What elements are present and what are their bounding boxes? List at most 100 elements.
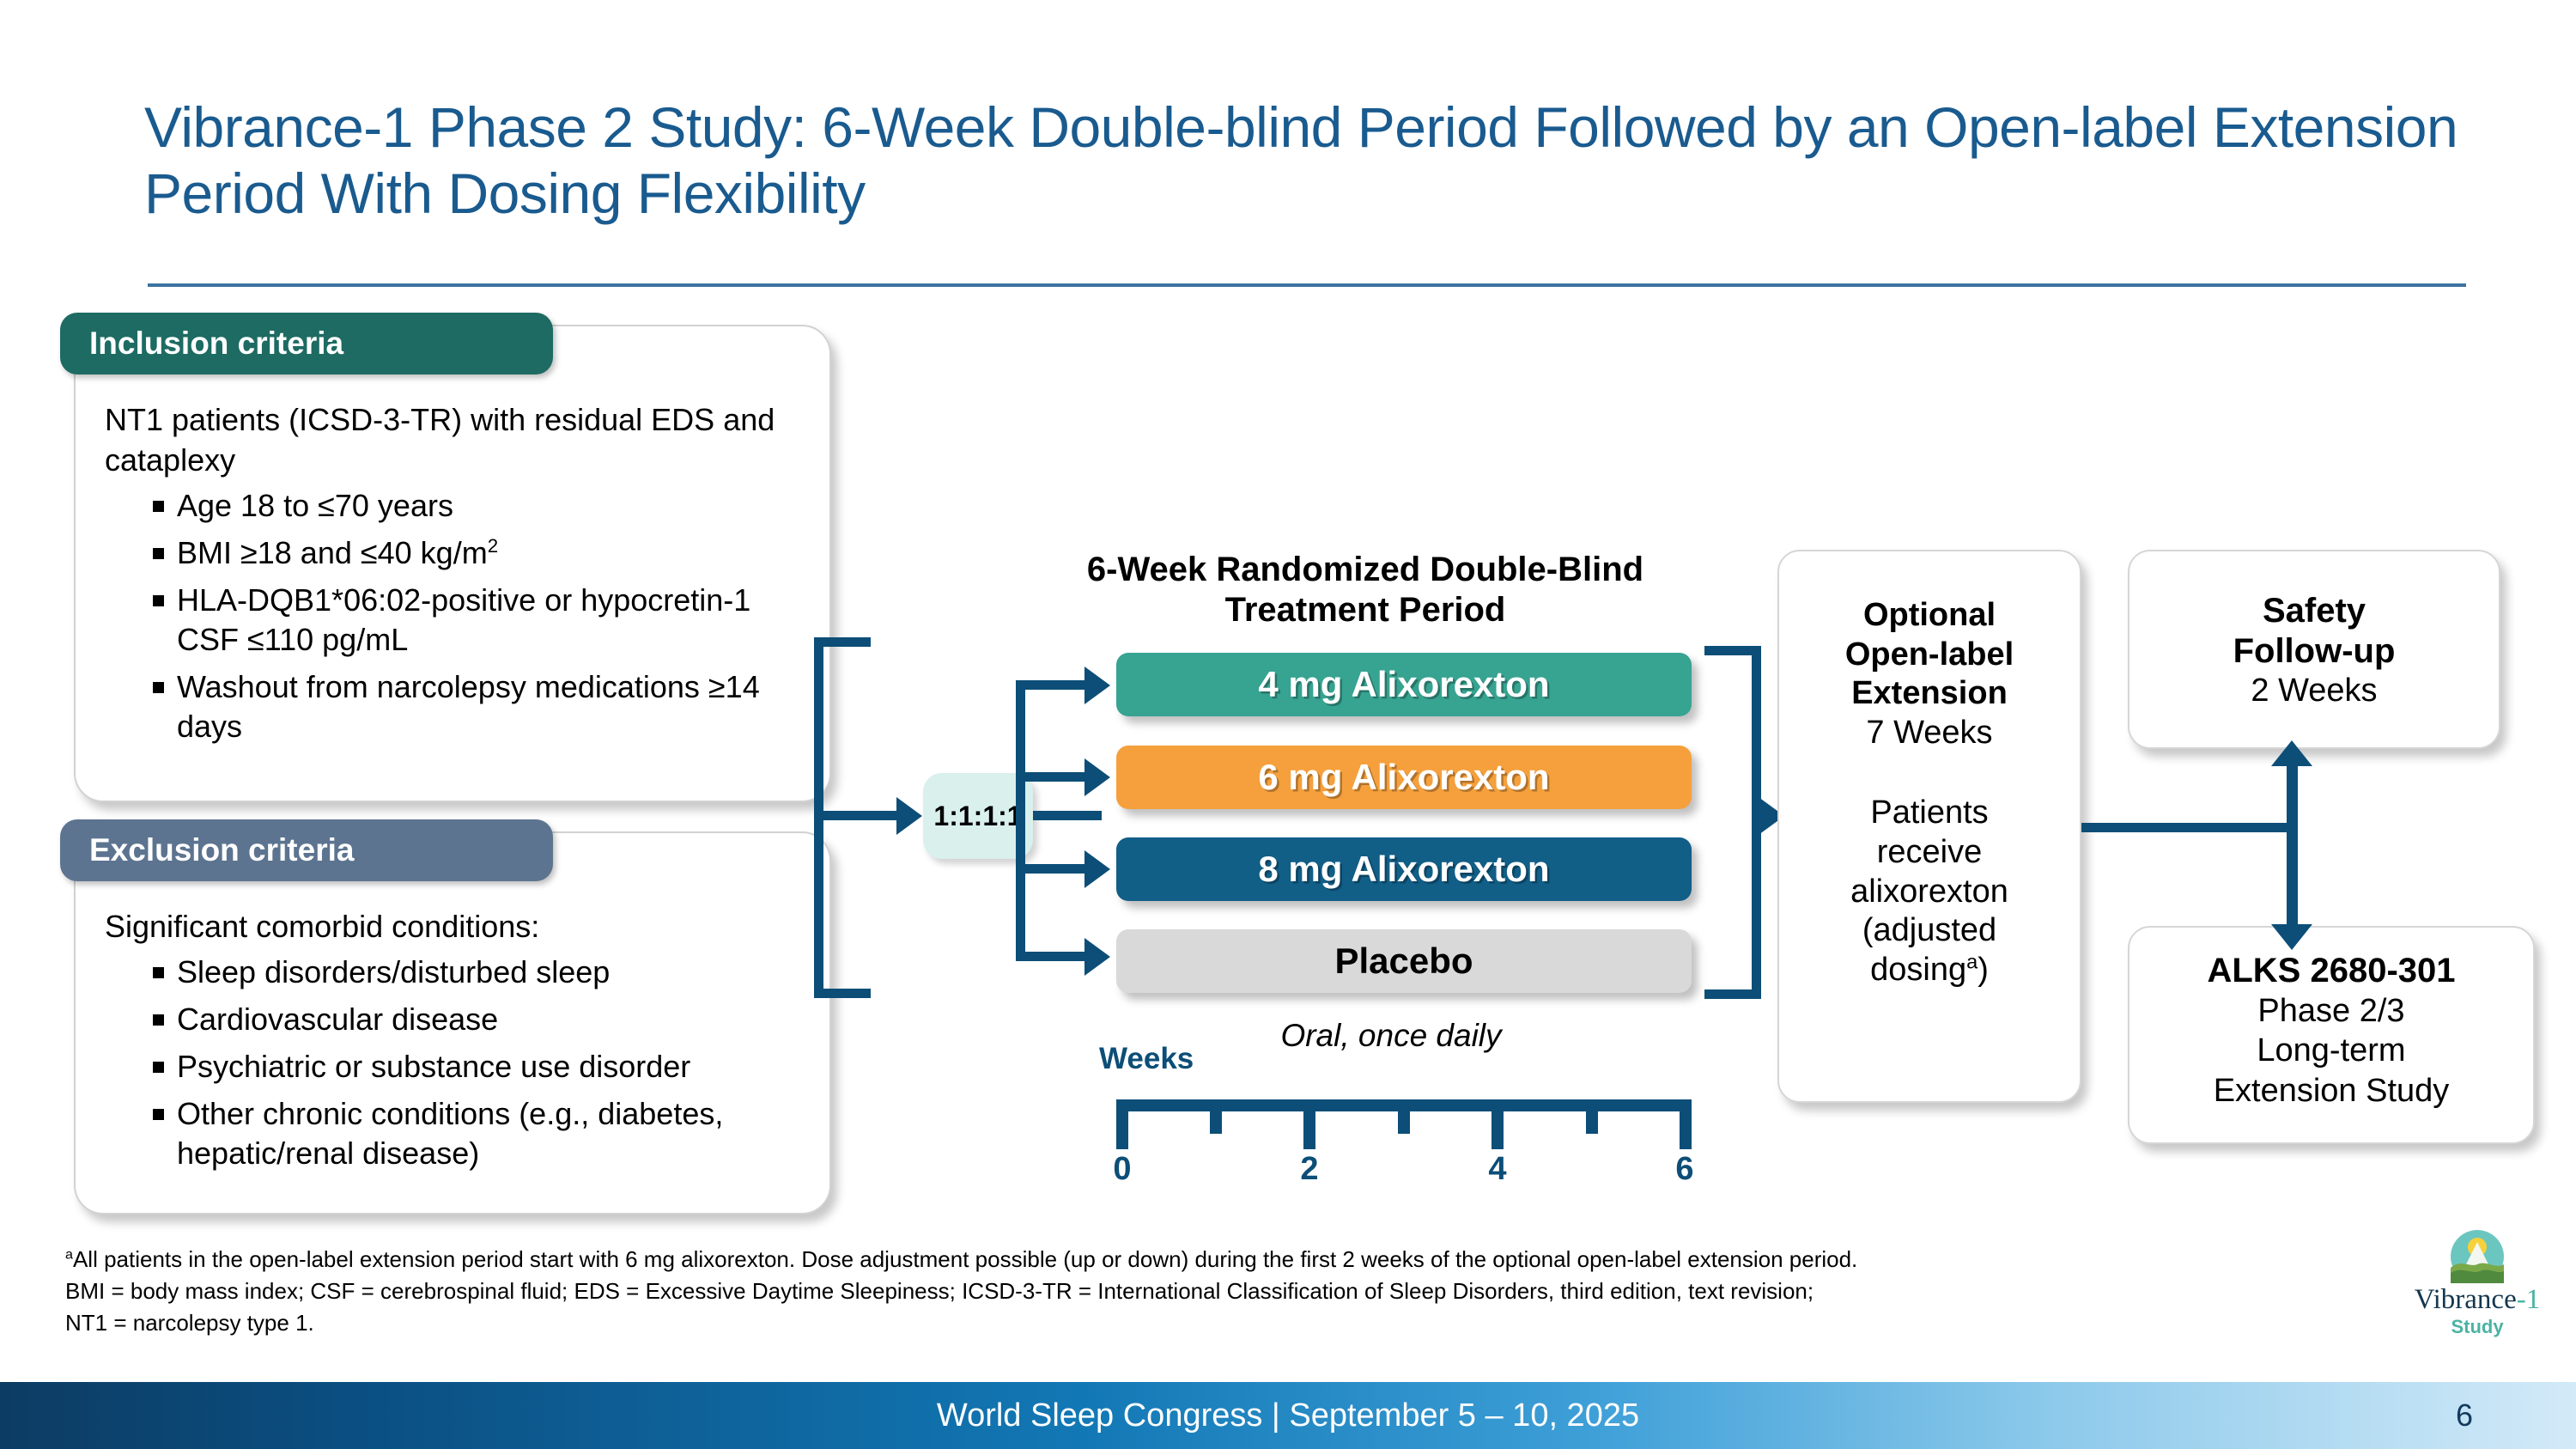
axis-tick-5 [1586,1111,1598,1134]
ole-title-line3: Extension [1851,675,2008,712]
connector-fan-vertical [1016,680,1025,961]
open-label-extension-box: Optional Open-label Extension 7 Weeks Pa… [1777,550,2081,1103]
alks-study-id: ALKS 2680-301 [2207,952,2456,989]
footnote-line-1: aAll patients in the open-label extensio… [65,1244,2298,1275]
ole-body-line4: (adjusted [1862,912,1997,949]
inclusion-item-1-label: BMI ≥18 and ≤40 kg/m [177,534,488,570]
alks-line3: Extension Study [2213,1072,2450,1109]
connector-ole-out [2081,823,2296,832]
randomization-ratio-label: 1:1:1:1 [933,800,1023,831]
vibrance-logo-suffix: -1 [2516,1284,2541,1315]
vibrance-logo-wordmark: Vibrance-1 [2396,1286,2559,1314]
list-item: Age 18 to ≤70 years [151,486,807,526]
exclusion-criteria-header-label: Exclusion criteria [89,832,355,868]
axis-tick-label-0: 0 [1113,1151,1132,1187]
treatment-arm-placebo: Placebo [1116,929,1692,993]
arrow-arm-1-icon [1084,758,1110,796]
treatment-arm-4mg-label: 4 mg Alixorexton [1258,664,1550,704]
connector-arms-merge-vertical [1752,646,1761,999]
footnote-line-3: NT1 = narcolepsy type 1. [65,1309,314,1336]
inclusion-criteria-card: Inclusion criteria NT1 patients (ICSD-3-… [60,313,831,802]
treatment-period-title-line1: 6-Week Randomized Double-Blind [1086,551,1644,588]
inclusion-lead-text: NT1 patients (ICSD-3-TR) with residual E… [105,402,775,478]
connector-exclusion-stub [814,989,871,998]
treatment-arm-8mg: 8 mg Alixorexton [1116,837,1692,901]
inclusion-criteria-header: Inclusion criteria [60,313,553,374]
treatment-arm-4mg: 4 mg Alixorexton [1116,653,1692,716]
safety-duration: 2 Weeks [2251,673,2378,709]
vibrance-logo-subtitle: Study [2451,1316,2504,1337]
connector-inclusion-stub [814,637,871,647]
connector-split-vertical [2287,764,2298,928]
treatment-period-title-line2: Treatment Period [1224,591,1506,630]
title-underline [148,283,2466,287]
exclusion-item-3-label: Other chronic conditions (e.g., diabetes… [177,1096,724,1172]
treatment-period-title: 6-Week Randomized Double-Blind Treatment… [1022,550,1709,630]
list-item: Sleep disorders/disturbed sleep [151,953,807,992]
treatment-arm-8mg-label: 8 mg Alixorexton [1258,849,1550,889]
axis-tick-3 [1398,1111,1410,1134]
inclusion-item-3-label: Washout from narcolepsy medications ≥14 … [177,668,760,744]
randomization-ratio-box: 1:1:1:1 [923,773,1033,859]
alks-line2: Long-term [2257,1032,2406,1069]
connector-rand-out [1033,811,1102,820]
list-item: HLA-DQB1*06:02-positive or hypocretin-1 … [151,581,807,660]
axis-tick-label-4: 4 [1488,1151,1507,1187]
connector-arm-2-stub [1016,864,1086,874]
axis-tick-6 [1680,1111,1692,1149]
connector-arm-0-stub [1016,680,1086,690]
long-term-extension-box: ALKS 2680-301 Phase 2/3 Long-term Extens… [2128,926,2535,1144]
exclusion-criteria-header: Exclusion criteria [60,819,553,881]
exclusion-bullet-list: Sleep disorders/disturbed sleep Cardiova… [105,953,807,1173]
safety-title-line1: Safety [2262,592,2366,630]
ole-body-line1: Patients [1870,795,1989,831]
exclusion-item-1-label: Cardiovascular disease [177,1001,499,1037]
footnote-marker-a: a [65,1246,73,1263]
vibrance-logo-mark-icon [2451,1230,2504,1283]
exclusion-lead-text: Significant comorbid conditions: [105,909,540,944]
arrow-to-safety-icon [2271,740,2312,766]
bmi-superscript: 2 [487,534,499,557]
axis-tick-1 [1210,1111,1222,1134]
inclusion-item-0-label: Age 18 to ≤70 years [177,487,453,523]
ole-body-line2: receive [1876,833,1983,870]
list-item: Cardiovascular disease [151,1000,807,1039]
inclusion-bullet-list: Age 18 to ≤70 years BMI ≥18 and ≤40 kg/m… [105,486,807,746]
safety-followup-content: Safety Follow-up 2 Weeks [2145,591,2483,711]
inclusion-criteria-header-label: Inclusion criteria [89,326,344,361]
open-label-extension-content: Optional Open-label Extension 7 Weeks Pa… [1793,596,2066,989]
arrow-to-randomization-icon [896,797,922,835]
connector-arms-merge-top [1704,646,1761,655]
axis-tick-label-2: 2 [1300,1151,1319,1187]
ole-title-line1: Optional [1862,597,1996,633]
ole-footnote-marker: a [1966,950,1978,973]
ole-body-line3: alixorexton [1850,873,2008,910]
list-item: BMI ≥18 and ≤40 kg/m2 [151,533,807,573]
footnote-line-1-text: All patients in the open-label extension… [72,1246,1858,1272]
safety-title-line2: Follow-up [2233,632,2396,671]
dosing-note: Oral, once daily [1280,1018,1502,1053]
exclusion-item-2-label: Psychiatric or substance use disorder [177,1048,691,1084]
exclusion-item-0-label: Sleep disorders/disturbed sleep [177,953,611,989]
connector-arms-merge-bottom [1704,989,1761,999]
ole-title-line2: Open-label [1844,636,2014,673]
footer-bar: World Sleep Congress | September 5 – 10,… [0,1382,2576,1449]
list-item: Psychiatric or substance use disorder [151,1047,807,1087]
axis-tick-label-6: 6 [1675,1151,1694,1187]
arrow-arm-2-icon [1084,850,1110,888]
axis-tick-4 [1492,1111,1504,1149]
treatment-arm-placebo-label: Placebo [1334,941,1473,981]
axis-tick-0 [1116,1111,1128,1149]
footnotes: aAll patients in the open-label extensio… [65,1244,2298,1339]
vibrance-logo-word: Vibrance [2414,1284,2517,1315]
inclusion-criteria-body: NT1 patients (ICSD-3-TR) with residual E… [105,400,807,754]
page-title: Vibrance-1 Phase 2 Study: 6-Week Double-… [144,95,2458,225]
safety-followup-box: Safety Follow-up 2 Weeks [2128,550,2500,749]
weeks-axis: 0 2 4 6 [1113,1099,1694,1187]
ole-body-line5-close: ) [1978,951,1989,988]
exclusion-criteria-card: Exclusion criteria Significant comorbid … [60,819,831,1215]
ole-body-line5: dosinga) [1793,951,2066,990]
list-item: Other chronic conditions (e.g., diabetes… [151,1094,807,1173]
exclusion-criteria-body: Significant comorbid conditions: Sleep d… [105,907,807,1181]
page-number: 6 [2455,1397,2473,1433]
